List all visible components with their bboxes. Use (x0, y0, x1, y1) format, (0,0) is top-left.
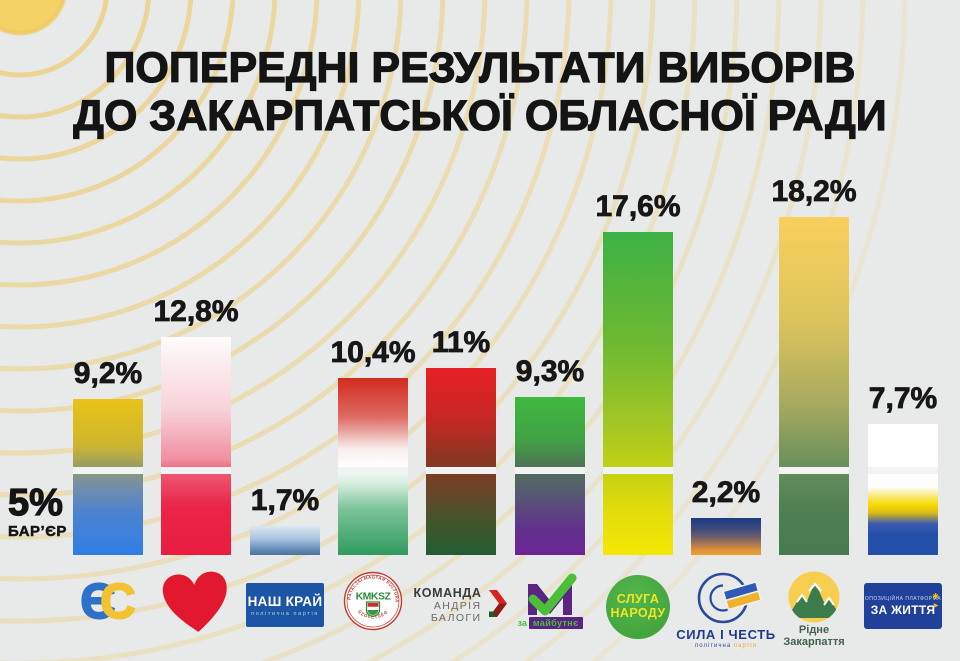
threshold-gap-opzh (868, 467, 938, 474)
party-logo-sluha: СЛУГА НАРОДУ (573, 575, 703, 639)
party-logo-nash-kray: НАШ КРАЙ політична партія (220, 583, 350, 627)
bar-kmksz (338, 378, 408, 555)
es-letter-c: С (99, 575, 136, 629)
bar-value-label-baloha: 11% (431, 326, 491, 360)
maybutne-m-check-icon (528, 573, 577, 616)
bar-value-label-sluha: 17,6% (595, 190, 681, 224)
syla-sub-2: партія (733, 643, 757, 649)
bar-value-label-maybutne: 9,3% (515, 355, 585, 389)
party-logo-baloha: КОМАНДА АНДРІЯ БАЛОГИ (396, 580, 526, 625)
opzh-logo: ОПОЗИЦІЙНА ПЛАТФОРМА ЗА ЖИТТЯ ✱ ➤ (864, 583, 942, 629)
baloha-chevron-icon (489, 590, 508, 618)
bar-value-label-es: 9,2% (73, 357, 143, 391)
opzh-line-1: ОПОЗИЦІЙНА ПЛАТФОРМА (864, 595, 942, 602)
heart-icon (162, 571, 227, 632)
syla-sub-1: політична (695, 643, 732, 649)
sluha-narodu-logo: СЛУГА НАРОДУ (606, 575, 670, 639)
bar-nash-kray (250, 526, 320, 555)
baloha-team-logo: КОМАНДА АНДРІЯ БАЛОГИ (414, 586, 509, 625)
threshold-gap-ridne (779, 467, 849, 474)
bar-baloha (426, 368, 496, 555)
maybutne-main: майбутнє (528, 617, 583, 629)
party-logo-ridne: Рідне Закарпаття (749, 571, 879, 648)
baloha-line-2: АНДРІЯ (433, 600, 482, 613)
bar-ridne (779, 217, 849, 555)
party-logo-opzh: ОПОЗИЦІЙНА ПЛАТФОРМА ЗА ЖИТТЯ ✱ ➤ (838, 583, 960, 629)
party-logo-es: Є С (43, 575, 173, 629)
sluha-line-2: НАРОДУ (610, 606, 666, 620)
baloha-line-3: БАЛОГИ (430, 612, 482, 625)
bar-sluha (603, 232, 673, 555)
threshold-gap-es (73, 467, 143, 474)
kmksz-shield-icon (365, 601, 381, 618)
flag-icon (722, 580, 763, 611)
ridne-wordmark: Рідне Закарпаття (783, 624, 845, 648)
bar-value-label-kmksz: 10,4% (330, 336, 416, 370)
nash-kray-logo: НАШ КРАЙ політична партія (246, 583, 324, 627)
threshold-gap-baloha (426, 467, 496, 474)
bar-maybutne (515, 397, 585, 555)
maybutne-za: за (517, 618, 527, 628)
bar-syla (691, 518, 761, 555)
ridne-line-2: Закарпаття (783, 635, 845, 648)
bar-value-label-syla: 2,2% (691, 476, 761, 510)
party-logo-maybutne: за майбутнє (485, 572, 615, 629)
maybutne-wordmark: за майбутнє (517, 617, 583, 629)
page-title-line-1: ПОПЕРЕДНІ РЕЗУЛЬТАТИ ВИБОРІВ (104, 43, 856, 92)
nash-kray-title: НАШ КРАЙ (247, 593, 323, 609)
threshold-gap-kmksz (338, 467, 408, 474)
opzh-sun-glyph: ✱ (932, 592, 939, 601)
kmksz-seal-icon: KÁRPÁTALJAI MAGYAR KULTURÁLIS SZÖVETSÉG … (343, 571, 403, 631)
bar-value-label-ridne: 18,2% (771, 175, 857, 209)
bar-heart (161, 337, 231, 555)
threshold-gap-sluha (603, 467, 673, 474)
ridne-line-1: Рідне (798, 624, 830, 636)
opzh-arrow-glyph: ➤ (932, 600, 939, 610)
bar-es (73, 399, 143, 555)
nash-kray-subtitle: політична партія (251, 610, 319, 617)
syla-chest-emblem-icon (697, 572, 763, 624)
es-letter-e: Є (79, 575, 116, 629)
syla-chest-subtitle: політична партія (695, 643, 757, 649)
syla-chest-title: СИЛА І ЧЕСТЬ (676, 627, 776, 642)
baloha-text: КОМАНДА АНДРІЯ БАЛОГИ (414, 586, 482, 625)
opzh-sun-arrow-icon: ✱ ➤ (932, 592, 939, 611)
es-party-logo-icon: Є С (79, 575, 136, 629)
threshold-gap-maybutne (515, 467, 585, 474)
page-title-line-2: ДО ЗАКАРПАТСЬКОЇ ОБЛАСНОЇ РАДИ (73, 91, 888, 140)
threshold-value: 5% (7, 482, 63, 524)
svg-text:KMKSZ: KMKSZ (356, 591, 392, 603)
threshold-label: 5% БАР’ЄР (7, 482, 67, 540)
party-logo-kmksz: KÁRPÁTALJAI MAGYAR KULTURÁLIS SZÖVETSÉG … (308, 571, 438, 631)
bar-value-label-heart: 12,8% (153, 295, 239, 329)
threshold-name: БАР’ЄР (8, 523, 67, 540)
sluha-line-1: СЛУГА (616, 592, 660, 607)
baloha-line-1: КОМАНДА (413, 586, 482, 600)
party-logo-syla: СИЛА І ЧЕСТЬ політична партія (661, 570, 791, 649)
bar-value-label-opzh: 7,7% (868, 382, 938, 416)
party-logo-heart (131, 571, 261, 634)
ridne-mountains-icon (788, 571, 840, 623)
bar-opzh (868, 424, 938, 555)
opzh-line-2: ЗА ЖИТТЯ (870, 602, 936, 617)
bar-value-label-nash-kray: 1,7% (250, 484, 320, 518)
threshold-gap-heart (161, 467, 231, 474)
